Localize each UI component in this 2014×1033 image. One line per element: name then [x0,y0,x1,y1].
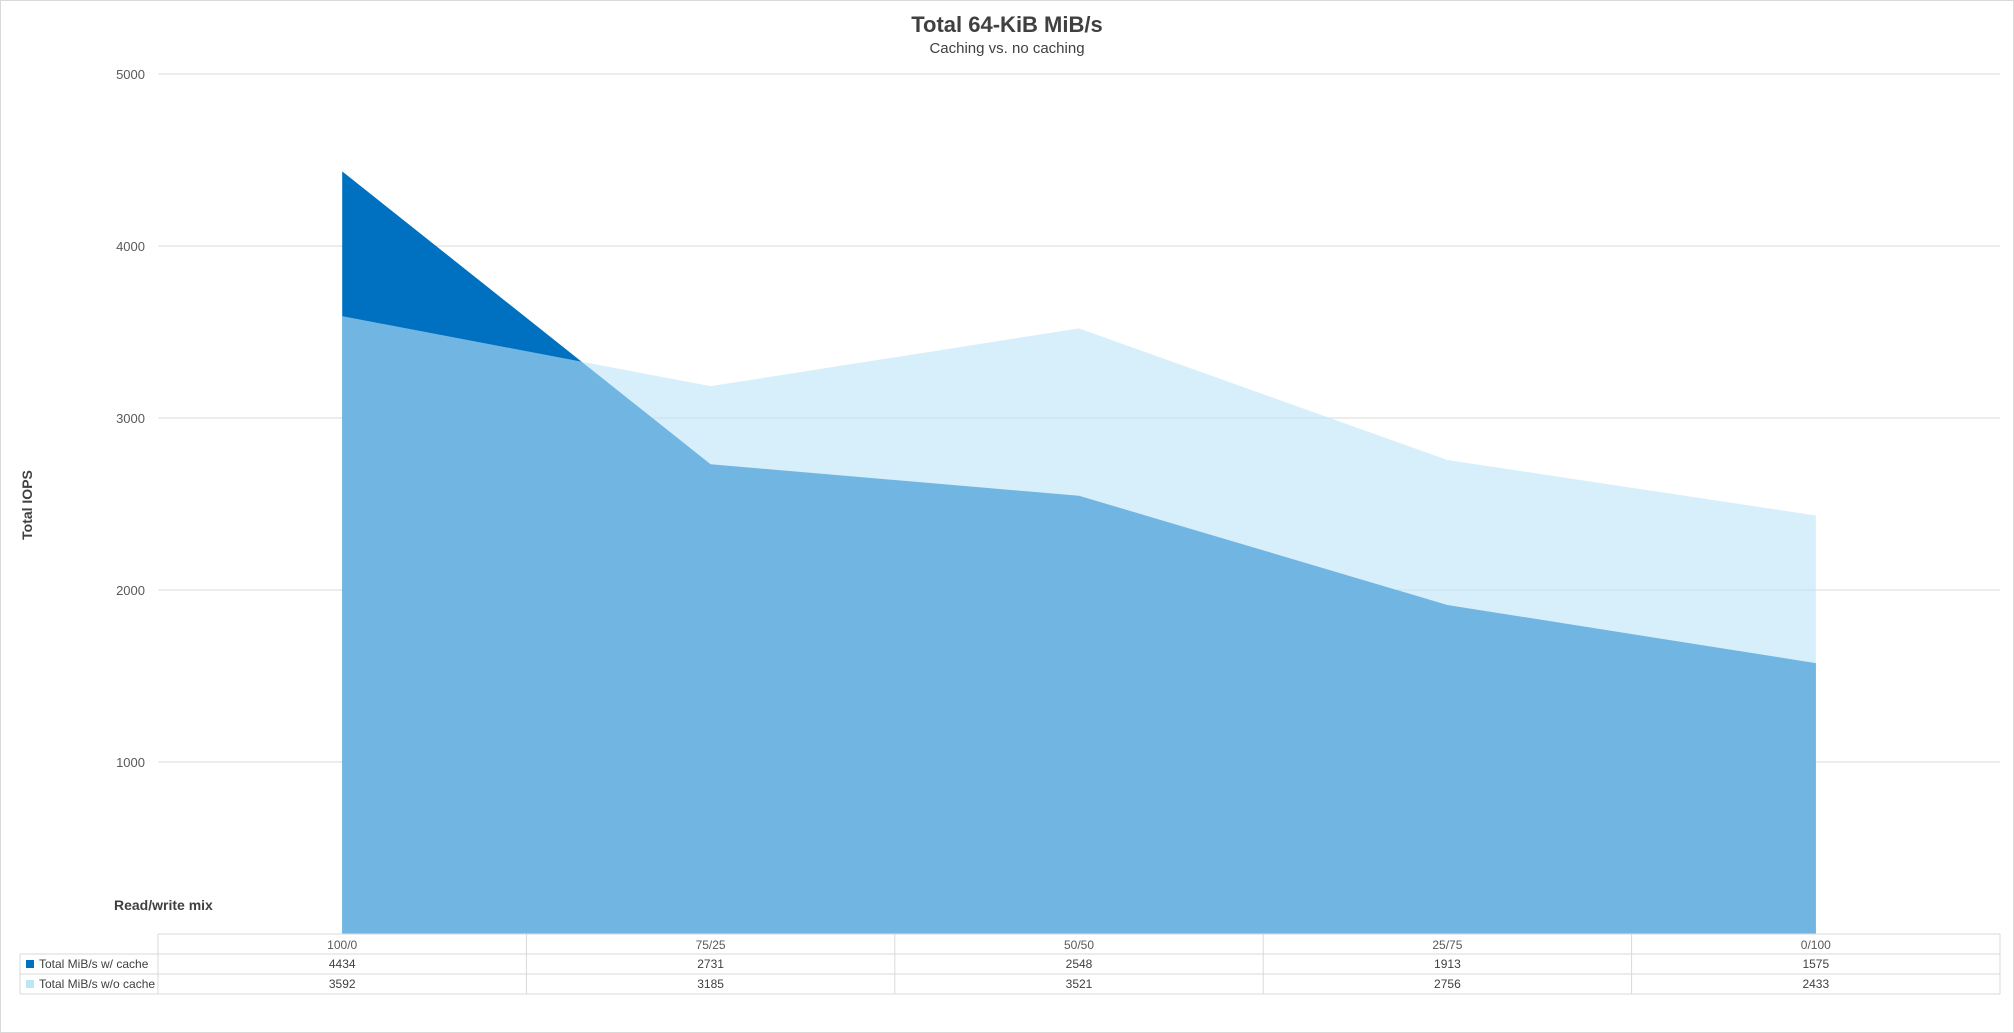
x-tick-label: 75/25 [696,938,726,952]
data-label: 2756 [1434,977,1461,991]
y-tick-label: 1000 [116,755,145,770]
data-label: 3185 [697,977,724,991]
data-label: 3521 [1066,977,1093,991]
x-tick-label: 50/50 [1064,938,1094,952]
chart-subtitle: Caching vs. no caching [929,40,1085,57]
data-label: 2433 [1802,977,1829,991]
x-tick-label: 100/0 [327,938,357,952]
legend-swatch [26,980,34,988]
data-label: 2548 [1066,957,1093,971]
y-tick-label: 2000 [116,583,145,598]
data-label: 3592 [329,977,356,991]
y-tick-label: 3000 [116,411,145,426]
y-tick-label: 5000 [116,67,145,82]
data-label: 4434 [329,957,356,971]
x-axis-label: Read/write mix [114,897,213,913]
legend-label: Total MiB/s w/o cache [39,977,155,991]
data-label: 1575 [1802,957,1829,971]
x-tick-label: 0/100 [1801,938,1831,952]
series-area-without-cache [342,316,1816,934]
legend-swatch [26,960,34,968]
legend-label: Total MiB/s w/ cache [39,957,149,971]
data-label: 1913 [1434,957,1461,971]
y-tick-label: 4000 [116,239,145,254]
x-tick-label: 25/75 [1432,938,1462,952]
chart-title: Total 64-KiB MiB/s [911,12,1103,37]
data-label: 2731 [697,957,724,971]
